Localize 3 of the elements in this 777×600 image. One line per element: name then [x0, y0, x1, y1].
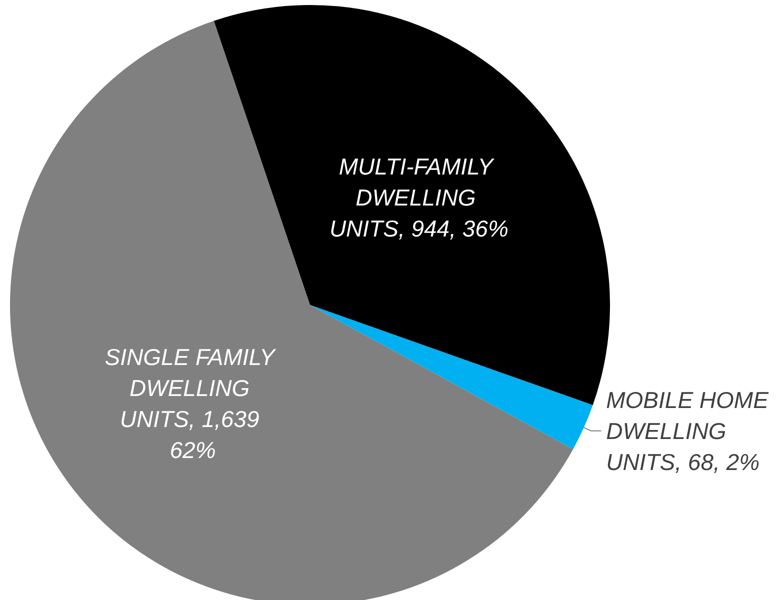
slice-label: MULTI-FAMILY DWELLING UNITS, 944, 36%: [329, 154, 508, 242]
slice-label: MOBILE HOME DWELLING UNITS, 68, 2%: [606, 386, 775, 475]
slice-label: SINGLE FAMILY DWELLING UNITS, 1,639 62%: [104, 344, 281, 463]
